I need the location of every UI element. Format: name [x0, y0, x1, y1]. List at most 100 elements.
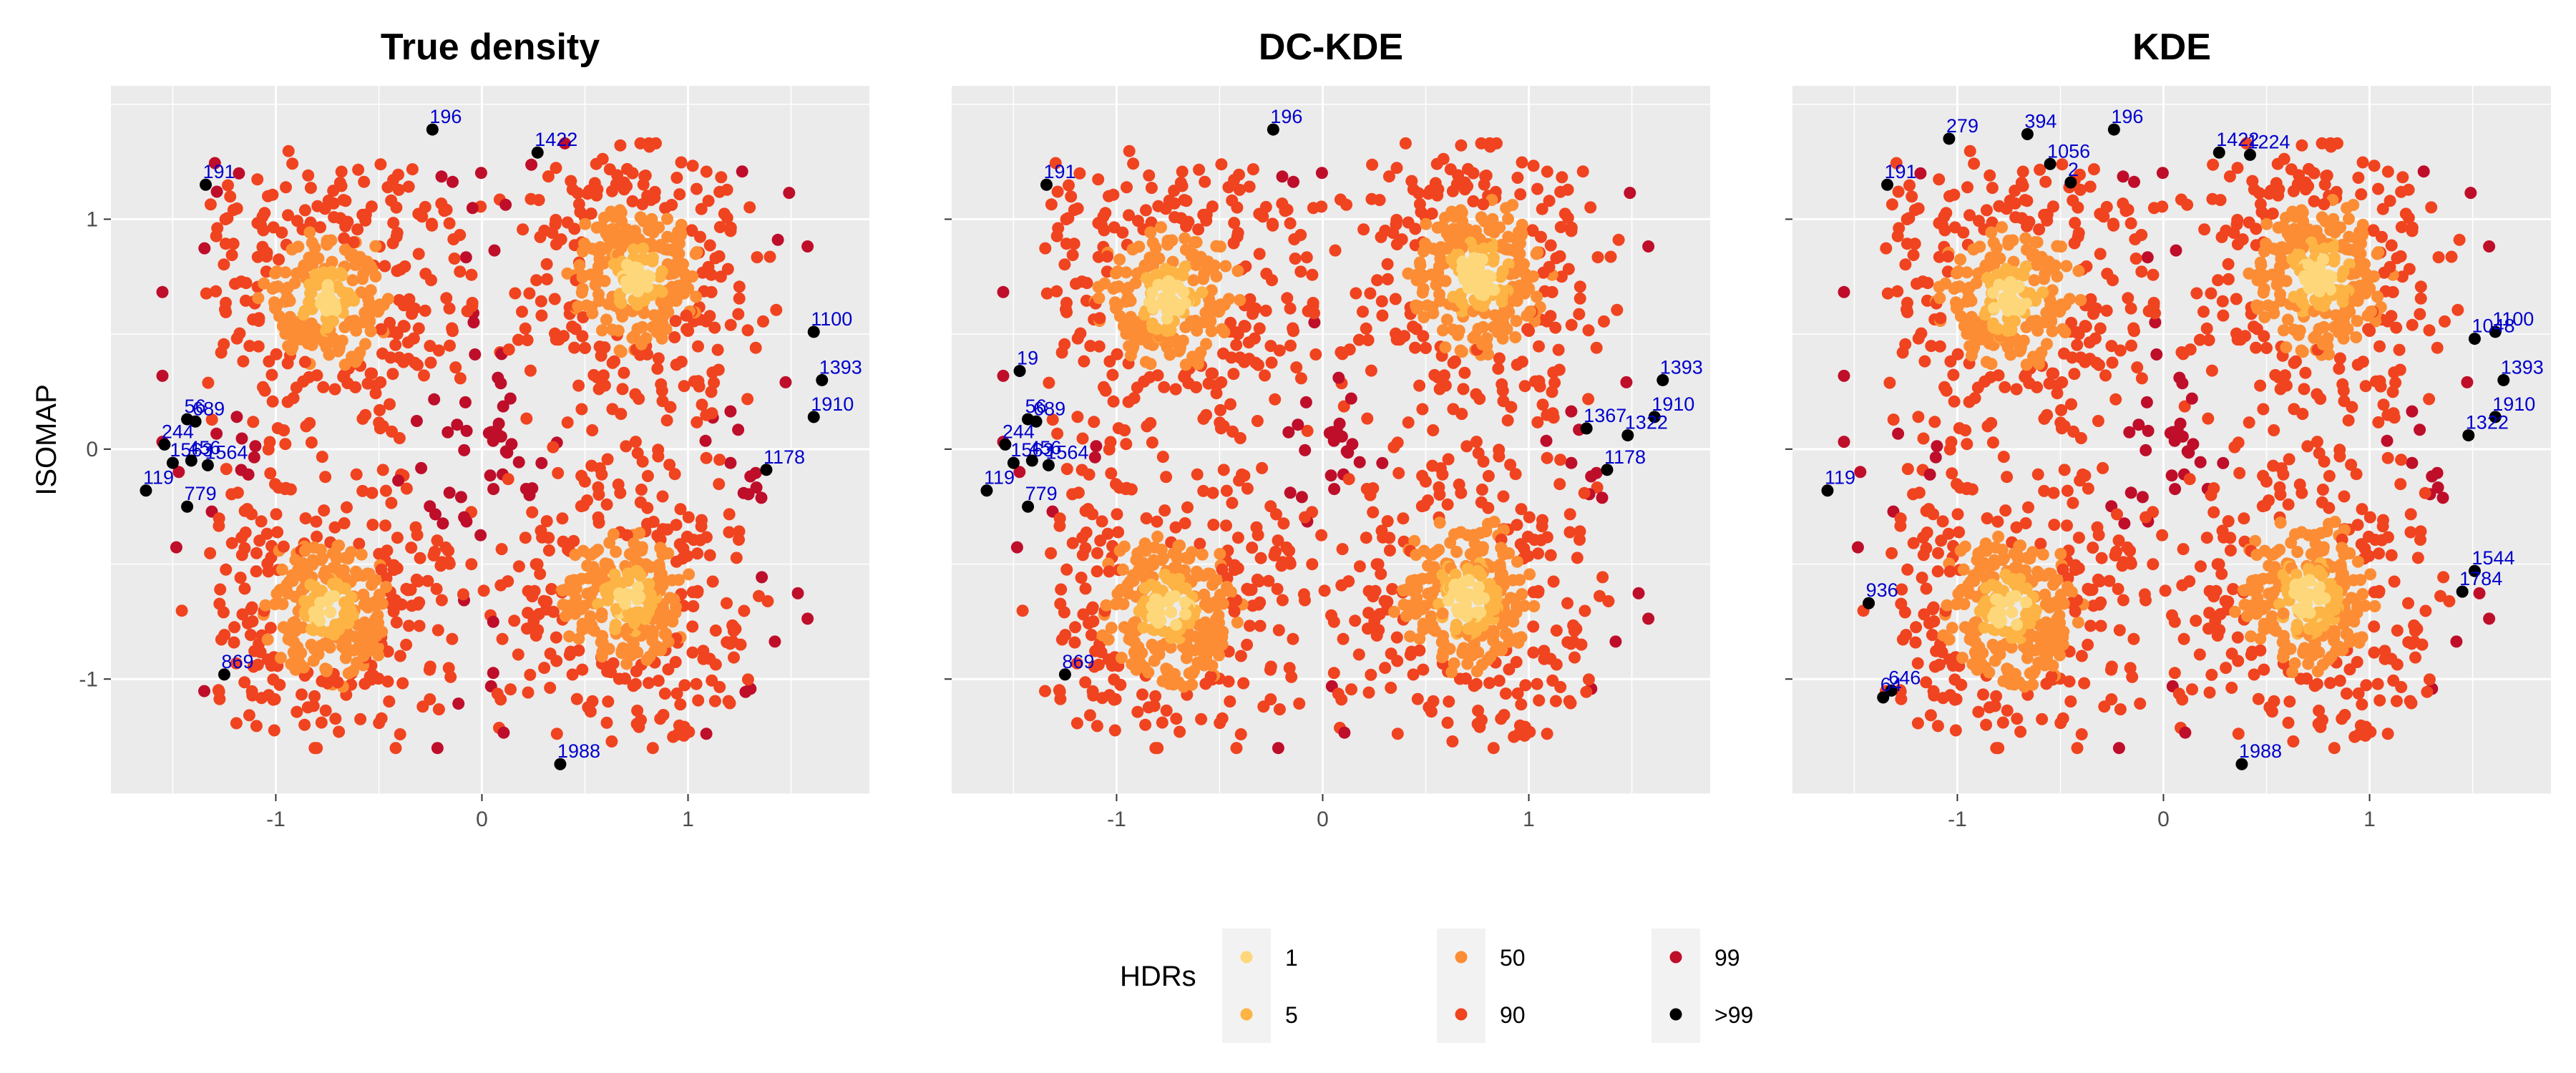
data-point: [1531, 416, 1544, 428]
data-point: [2321, 332, 2334, 345]
data-point: [1107, 395, 1120, 408]
data-point: [730, 552, 743, 564]
data-point: [2269, 368, 2282, 381]
data-point: [1901, 296, 1913, 309]
data-point: [2217, 309, 2230, 322]
data-point: [2001, 471, 2014, 484]
data-point: [1376, 456, 1389, 469]
data-point: [738, 604, 751, 617]
data-point: [1364, 489, 1377, 501]
data-point: [1547, 575, 1560, 588]
data-point: [2094, 248, 2107, 260]
data-point: [2038, 273, 2050, 285]
data-point: [1371, 274, 1384, 287]
data-point: [2074, 294, 2087, 306]
data-point: [1335, 430, 1348, 443]
data-point: [1420, 217, 1433, 230]
data-point: [572, 644, 585, 657]
data-point: [436, 517, 449, 530]
data-point: [2147, 202, 2160, 215]
data-point: [749, 341, 762, 354]
outlier-point: [816, 373, 829, 386]
data-point: [1149, 690, 1162, 702]
data-point: [595, 607, 608, 620]
data-point: [243, 340, 256, 353]
data-point: [1087, 615, 1100, 628]
data-point: [1184, 315, 1197, 328]
data-point: [446, 632, 459, 645]
data-point: [2033, 223, 2046, 236]
data-point: [318, 504, 331, 517]
data-point: [1955, 678, 1968, 691]
data-point: [1942, 527, 1955, 540]
data-point: [1838, 369, 1850, 382]
data-point: [2411, 552, 2424, 564]
data-point: [2356, 503, 2368, 516]
data-point: [266, 395, 279, 408]
data-point: [1443, 695, 1455, 708]
data-point: [238, 582, 251, 595]
data-point: [1277, 517, 1290, 530]
x-tick-label: 0: [1317, 808, 1329, 831]
data-point: [2317, 544, 2330, 557]
data-point: [2483, 612, 2496, 625]
data-point: [2084, 619, 2097, 632]
data-point: [713, 478, 726, 491]
data-point: [600, 313, 613, 326]
data-point: [2113, 624, 2126, 637]
data-point: [1342, 473, 1355, 486]
outlier-point: [140, 484, 152, 497]
data-point: [2061, 519, 2073, 532]
outlier-label: 1100: [811, 308, 852, 330]
data-point: [327, 185, 340, 197]
data-point: [2021, 195, 2034, 207]
data-point: [1210, 613, 1223, 626]
outlier-label: 1988: [557, 740, 600, 762]
data-point: [566, 668, 579, 681]
data-point: [504, 683, 517, 696]
data-point: [1402, 416, 1415, 429]
data-point: [2404, 695, 2416, 707]
data-point: [2190, 287, 2203, 300]
data-point: [2417, 165, 2430, 178]
data-point: [2376, 520, 2389, 533]
data-point: [540, 258, 553, 270]
data-point: [2177, 543, 2190, 556]
data-point: [1407, 668, 1420, 681]
data-point: [1949, 724, 1962, 737]
data-point: [524, 364, 537, 377]
data-point: [2318, 178, 2331, 191]
data-point: [550, 631, 562, 644]
data-point: [1478, 178, 1491, 191]
data-point: [1417, 330, 1430, 343]
data-point: [598, 379, 611, 392]
data-point: [598, 275, 611, 288]
data-point: [406, 599, 419, 612]
data-point: [606, 403, 619, 416]
data-point: [227, 237, 240, 250]
data-point: [1903, 179, 1916, 192]
data-point: [2159, 584, 2172, 597]
data-point: [1091, 565, 1103, 578]
data-point: [724, 405, 737, 418]
data-point: [1168, 185, 1181, 197]
data-point: [2194, 456, 2207, 469]
data-point: [1199, 598, 1211, 611]
data-point: [509, 287, 522, 300]
data-point: [259, 599, 272, 612]
data-point: [771, 233, 784, 246]
data-point: [1045, 198, 1058, 211]
data-point: [354, 712, 367, 725]
data-point: [1475, 484, 1488, 496]
data-point: [2065, 398, 2077, 411]
data-point: [1400, 609, 1413, 622]
data-point: [416, 700, 429, 713]
data-point: [2328, 742, 2341, 755]
data-point: [1080, 277, 1093, 290]
outlier-label: 456: [188, 437, 220, 459]
data-point: [1408, 534, 1421, 547]
data-point: [2027, 351, 2039, 363]
data-point: [629, 388, 642, 401]
data-point: [1620, 376, 1633, 388]
data-point: [1910, 621, 1923, 634]
